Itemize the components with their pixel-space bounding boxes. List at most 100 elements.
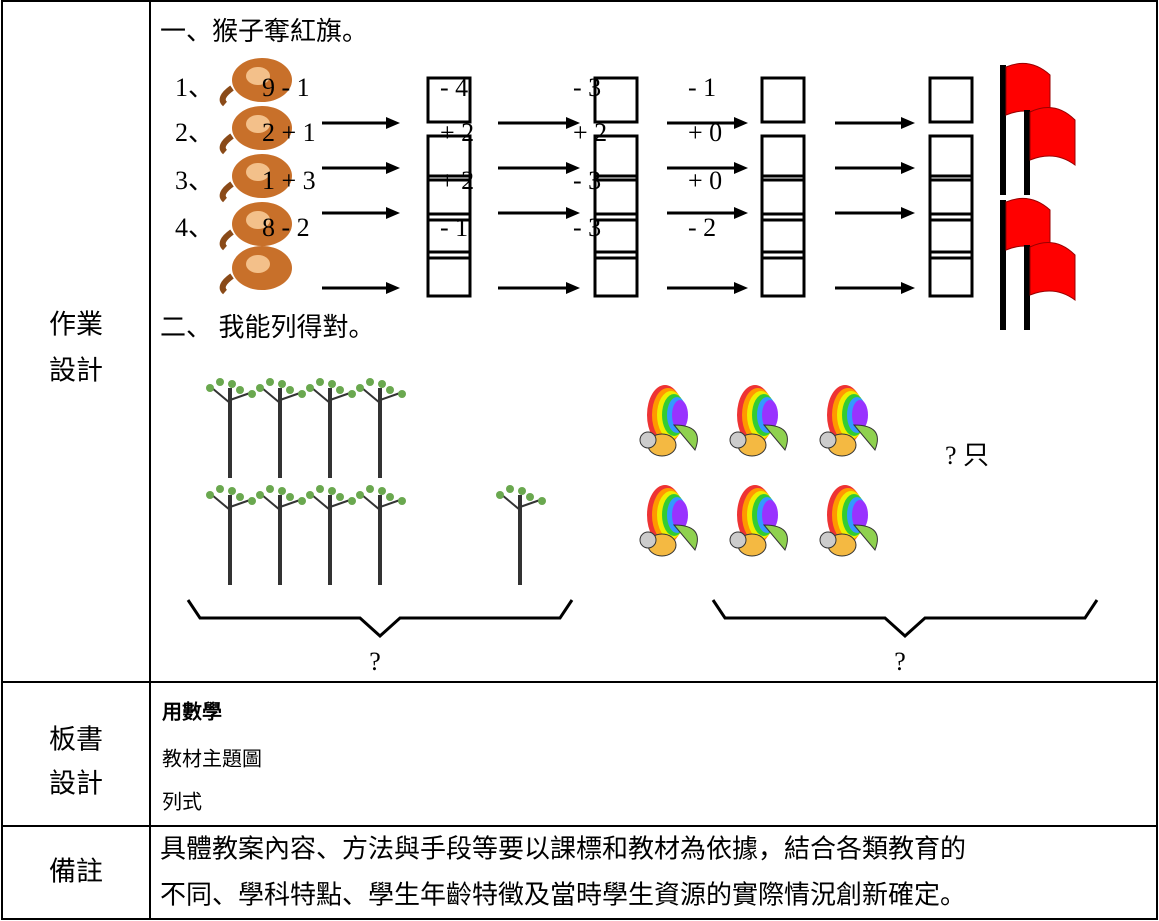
leaf [366,485,374,493]
butterfly-wing [672,524,698,551]
row-label: 設計 [49,769,103,800]
board-line: 教材主題圖 [162,747,262,771]
leaf [256,384,264,392]
step-operation: - 2 [688,213,716,242]
leaf [538,497,546,505]
board-line: 列式 [162,790,202,814]
leaf [306,384,314,392]
step-operation: - 3 [573,213,601,242]
step-operation: - 1 [688,73,716,102]
row-label: 設計 [49,356,103,387]
arrow-head [566,282,580,294]
step-operation: + 0 [688,118,722,147]
tree-branch [361,494,401,511]
monkey-arm [219,133,234,155]
monkey-arm [219,229,234,251]
start-expression: 8 - 2 [262,213,310,242]
question-mark: ? [369,647,381,676]
arrow-head [734,162,748,174]
step-operation: + 2 [440,166,474,195]
arrow-head [566,207,580,219]
answer-box [760,250,806,298]
butterfly-wing [852,424,878,451]
leaf [386,386,394,394]
start-expression: 9 - 1 [262,73,310,102]
question-mark: ? [894,647,906,676]
arrow-head [566,162,580,174]
leaf [278,380,286,388]
arrow-head [901,117,915,129]
monkey-face [246,115,270,133]
leaf [336,493,344,501]
answer-box [928,250,974,298]
butterfly-head [639,431,657,449]
monkey [219,154,292,203]
tree [356,485,406,585]
monkey [219,58,292,107]
leaf [236,493,244,501]
leaf [398,390,406,398]
butterfly-wing [762,524,788,551]
leaf [348,497,356,505]
flag [1029,242,1076,301]
leaf [228,487,236,495]
wing-band [852,400,868,430]
tree [306,485,356,585]
leaf [328,380,336,388]
leaf [286,386,294,394]
tree-branch [211,387,251,404]
answer-box [593,250,639,298]
remark-line: 具體教案內容、方法與手段等要以課標和教材為依據，結合各類教育的 [160,835,966,865]
butterfly-wing [852,524,878,551]
arrow-head [901,282,915,294]
butterfly-head [729,431,747,449]
answer-box [426,76,472,124]
butterfly [729,385,788,457]
section-title: 二、 我能列得對。 [160,313,375,342]
butterfly [819,385,878,457]
arrow-head [901,162,915,174]
butterfly-head [729,531,747,549]
brace [711,599,1099,639]
row-label: 板書 [49,725,103,756]
step-operation: - 3 [573,73,601,102]
answer-box [593,174,639,222]
step-operation: + 2 [573,118,607,147]
unit-label: ? 只 [945,441,989,470]
leaf [496,491,504,499]
monkey-face [246,163,270,181]
monkey-face [246,255,270,273]
board-line: 用數學 [162,700,222,724]
leaf [316,485,324,493]
row-index: 4、 [175,213,214,242]
answer-box [928,134,974,182]
butterfly-head [819,531,837,549]
leaf [266,485,274,493]
tree [306,378,356,478]
answer-box [760,76,806,124]
leaf [216,485,224,493]
butterfly-head [639,531,657,549]
arrow-head [734,282,748,294]
arrow-head [901,207,915,219]
leaf [316,378,324,386]
leaf [356,491,364,499]
monkey-arm [219,181,234,203]
tree-branch [261,387,301,404]
wing-band [762,500,778,530]
wing-band [762,400,778,430]
leaf [518,487,526,495]
leaf [278,487,286,495]
leaf [236,386,244,394]
leaf [366,378,374,386]
leaf [306,491,314,499]
leaf [348,390,356,398]
arrow-head [386,282,400,294]
monkey-arm [219,85,234,107]
leaf [378,487,386,495]
answer-box [928,174,974,222]
leaf [386,493,394,501]
tree-branch [501,494,541,511]
